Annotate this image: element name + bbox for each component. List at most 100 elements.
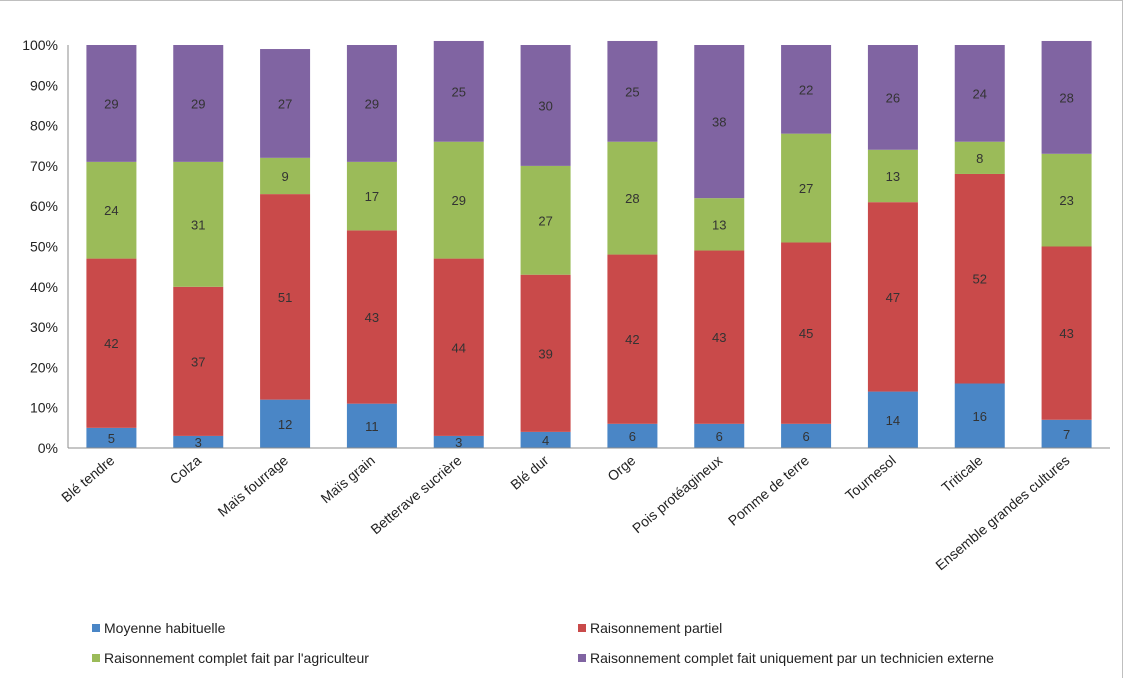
legend-swatch — [578, 624, 586, 632]
data-label: 4 — [542, 433, 549, 448]
bar-segment — [867, 202, 918, 392]
bar-segment — [694, 45, 745, 199]
data-label: 29 — [365, 96, 379, 111]
data-label: 24 — [973, 86, 987, 101]
data-label: 6 — [802, 429, 809, 444]
data-label: 45 — [799, 326, 813, 341]
data-label: 27 — [538, 213, 552, 228]
data-label: 22 — [799, 82, 813, 97]
bar-segment — [173, 161, 224, 287]
bar-segment — [694, 250, 745, 424]
data-label: 37 — [191, 354, 205, 369]
bar-segment — [954, 173, 1005, 384]
y-tick-label: 20% — [30, 359, 58, 375]
bar-segment — [1041, 246, 1092, 420]
data-label: 47 — [886, 290, 900, 305]
y-tick-label: 90% — [30, 77, 58, 93]
data-label: 3 — [195, 435, 202, 450]
x-category-label: Tournesol — [842, 452, 899, 503]
bar-segment — [781, 242, 832, 424]
data-label: 39 — [538, 346, 552, 361]
bar-segment — [607, 423, 658, 448]
legend-entry-label: Raisonnement partiel — [590, 620, 722, 636]
bar-segment — [607, 254, 658, 424]
legend-entry-label: Raisonnement complet fait par l'agricult… — [104, 650, 369, 666]
bar-segment — [954, 383, 1005, 448]
bar-segment — [346, 161, 397, 231]
data-label: 52 — [973, 272, 987, 287]
bar-segment — [433, 258, 484, 436]
bar-segment — [954, 141, 1005, 174]
data-label: 8 — [976, 151, 983, 166]
data-label: 29 — [104, 96, 118, 111]
bar-segment — [260, 194, 311, 400]
bar-segment — [173, 45, 224, 162]
data-label: 12 — [278, 417, 292, 432]
data-label: 27 — [278, 96, 292, 111]
bar-segment — [520, 274, 571, 432]
y-tick-label: 80% — [30, 118, 58, 134]
y-tick-label: 70% — [30, 158, 58, 174]
data-label: 17 — [365, 189, 379, 204]
data-label: 43 — [365, 310, 379, 325]
bar-segment — [173, 435, 224, 448]
bar-segment — [1041, 40, 1092, 154]
bar-segment — [781, 423, 832, 448]
data-label: 5 — [108, 431, 115, 446]
bar-segment — [346, 403, 397, 448]
bar-segment — [86, 161, 137, 259]
bar-segment — [1041, 153, 1092, 247]
legend-entry-label: Raisonnement complet fait uniquement par… — [590, 650, 994, 666]
x-category-label: Pois protéagineux — [629, 452, 725, 536]
bar-segment — [173, 286, 224, 436]
x-category-label: Orge — [604, 452, 638, 484]
y-tick-label: 100% — [22, 37, 58, 53]
data-label: 11 — [365, 419, 379, 434]
bar-segment — [520, 431, 571, 448]
data-label: 30 — [538, 98, 552, 113]
y-tick-label: 10% — [30, 400, 58, 416]
data-label: 38 — [712, 115, 726, 130]
data-label: 24 — [104, 203, 118, 218]
legend-swatch — [578, 654, 586, 662]
x-category-label: Maïs grain — [317, 452, 377, 506]
y-tick-label: 60% — [30, 198, 58, 214]
data-label: 27 — [799, 181, 813, 196]
x-category-label: Blé dur — [507, 452, 552, 493]
data-label: 28 — [625, 191, 639, 206]
x-category-label: Pomme de terre — [725, 452, 812, 529]
data-label: 9 — [281, 169, 288, 184]
y-tick-label: 0% — [38, 440, 58, 456]
bar-segment — [433, 435, 484, 448]
bar-segment — [86, 427, 137, 448]
legend-entry-label: Moyenne habituelle — [104, 620, 226, 636]
data-label: 6 — [716, 429, 723, 444]
data-label: 23 — [1059, 193, 1073, 208]
data-label: 6 — [629, 429, 636, 444]
bar-segment — [1041, 419, 1092, 448]
data-label: 44 — [452, 340, 466, 355]
bar-segment — [694, 198, 745, 251]
y-tick-label: 30% — [30, 319, 58, 335]
data-label: 29 — [452, 193, 466, 208]
data-label: 25 — [452, 84, 466, 99]
data-label: 26 — [886, 90, 900, 105]
x-category-label: Triticale — [938, 452, 986, 496]
data-label: 43 — [712, 330, 726, 345]
data-label: 13 — [712, 217, 726, 232]
bar-segment — [520, 45, 571, 166]
legend-swatch — [92, 654, 100, 662]
bar-segment — [346, 45, 397, 162]
bar-segment — [867, 149, 918, 203]
bar-segment — [867, 391, 918, 448]
data-label: 43 — [1059, 326, 1073, 341]
data-label: 25 — [625, 84, 639, 99]
bar-segment — [260, 157, 311, 195]
data-label: 51 — [278, 290, 292, 305]
data-label: 29 — [191, 96, 205, 111]
x-category-label: Maïs fourrage — [215, 452, 292, 520]
bar-segment — [433, 141, 484, 259]
bar-segment — [781, 133, 832, 243]
